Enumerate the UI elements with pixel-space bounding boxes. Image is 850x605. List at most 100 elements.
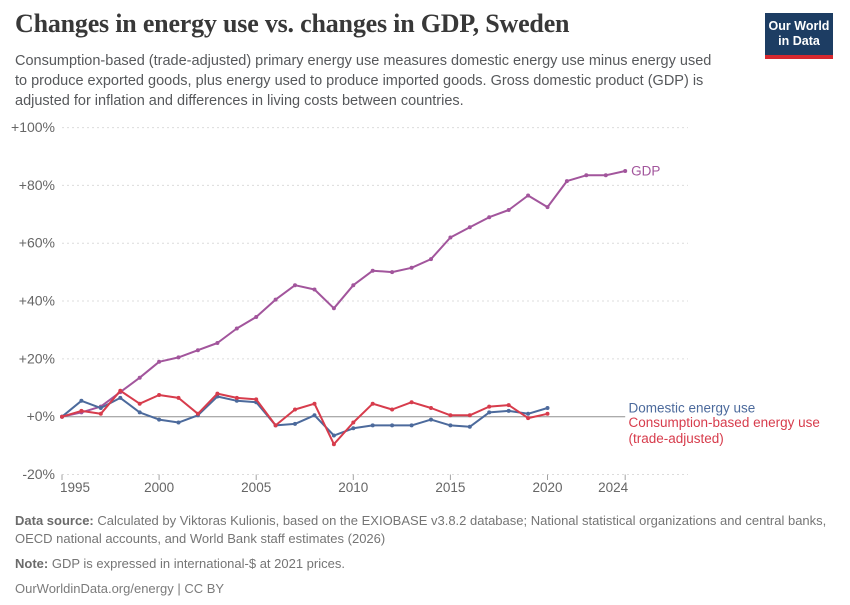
domestic-energy-use-point-2017[interactable] [487, 410, 492, 415]
domestic-energy-use-point-2012[interactable] [390, 423, 395, 428]
datasource-text: Calculated by Viktoras Kulionis, based o… [15, 513, 827, 546]
domestic-energy-use-point-1998[interactable] [118, 395, 123, 400]
gdp-line[interactable] [61, 170, 627, 418]
gdp-point-2020[interactable] [545, 205, 550, 210]
consumption-based-energy-use-point-2000[interactable] [157, 393, 162, 397]
gdp-point-2008[interactable] [312, 287, 317, 292]
chart-canvas[interactable]: +100% +80% +60% +40% +20% +0% -20% 1995 2000 2005… [0, 0, 850, 502]
consumption-based-energy-use-point-2019[interactable] [526, 416, 531, 421]
consumption-based-energy-use-point-2008[interactable] [312, 401, 317, 406]
consumption-based-energy-use-point-2009[interactable] [331, 442, 336, 447]
domestic-energy-use-point-2016[interactable] [467, 424, 472, 429]
consumption-based-energy-use-point-2004[interactable] [234, 395, 239, 400]
domestic-energy-use-point-1997[interactable] [98, 406, 103, 410]
gdp-point-1999[interactable] [137, 375, 142, 380]
datasource-line: Data source: Calculated by Viktoras Kuli… [15, 512, 833, 548]
consumption-based-energy-use-point-2002[interactable] [195, 411, 200, 416]
note-label: Note: [15, 555, 49, 571]
owid-logo[interactable]: Our World in Data [765, 13, 833, 59]
gdp-point-2010[interactable] [351, 283, 356, 288]
consumption-based-energy-use-point-2015[interactable] [448, 413, 453, 418]
gdp-point-2001[interactable] [176, 355, 181, 360]
consumption-based-energy-use-point-2010[interactable] [351, 420, 356, 425]
gdp-point-2015[interactable] [448, 235, 453, 240]
consumption-based-energy-use-point-2007[interactable] [293, 407, 297, 412]
footer-license[interactable]: CC BY [184, 580, 225, 596]
domestic-energy-use-point-2004[interactable] [234, 398, 239, 403]
gdp-point-2012[interactable] [390, 270, 395, 275]
y-tick-label-80: +80% [19, 177, 55, 193]
domestic-energy-use-point-2018[interactable] [506, 408, 511, 413]
domestic-energy-use-end-label: Domestic energy use [629, 401, 756, 416]
domestic-energy-use-point-2014[interactable] [429, 417, 433, 422]
consumption-based-energy-use-point-2018[interactable] [506, 403, 511, 408]
gdp-point-2003[interactable] [215, 341, 220, 345]
consumption-based-energy-use-point-2001[interactable] [176, 395, 181, 400]
domestic-energy-use-line[interactable] [61, 395, 549, 437]
x-tick-label-2005: 2005 [241, 480, 271, 495]
footer-url[interactable]: OurWorldinData.org/energy [15, 580, 174, 596]
gdp-point-2019[interactable] [526, 193, 531, 198]
x-tick-label-2000: 2000 [144, 480, 174, 495]
owid-logo-line2: in Data [778, 34, 820, 49]
consumption-based-energy-use-line[interactable] [61, 389, 549, 446]
domestic-energy-use-point-2019[interactable] [526, 411, 531, 416]
consumption-based-energy-use-point-2020[interactable] [545, 411, 550, 416]
consumption-based-energy-use-point-2013[interactable] [409, 400, 414, 405]
domestic-energy-use-point-1999[interactable] [137, 410, 142, 415]
consumption-based-energy-use-end-label-2: (trade-adjusted) [629, 431, 724, 446]
gdp-point-2002[interactable] [195, 348, 200, 353]
consumption-based-energy-use-point-2003[interactable] [215, 391, 220, 396]
domestic-energy-use-point-2020[interactable] [545, 406, 550, 410]
y-tick-label--20: -20% [22, 466, 55, 482]
consumption-based-energy-use-point-2005[interactable] [254, 397, 259, 402]
gdp-point-2011[interactable] [370, 268, 375, 273]
y-tick-label-0: +0% [27, 408, 55, 424]
consumption-based-energy-use-point-2006[interactable] [273, 423, 278, 428]
gdp-point-2007[interactable] [293, 283, 297, 288]
domestic-energy-use-point-2008[interactable] [312, 413, 317, 418]
domestic-energy-use-point-2011[interactable] [370, 423, 375, 428]
gdp-end-label: GDP [631, 163, 660, 178]
consumption-based-energy-use-point-1999[interactable] [137, 401, 142, 406]
domestic-energy-use-point-2015[interactable] [448, 423, 453, 428]
consumption-based-energy-use-point-1998[interactable] [118, 388, 123, 393]
owid-logo-line1: Our World [768, 19, 830, 33]
page-subtitle: Consumption-based (trade-adjusted) prima… [15, 53, 712, 109]
domestic-energy-use-point-2007[interactable] [293, 421, 297, 426]
gdp-point-2004[interactable] [234, 326, 239, 331]
x-tick-label-1995: 1995 [60, 480, 90, 495]
x-tick-label-2010: 2010 [338, 480, 368, 495]
domestic-energy-use-point-2000[interactable] [157, 417, 162, 422]
gdp-point-2017[interactable] [487, 215, 492, 220]
gdp-point-2024[interactable] [623, 169, 628, 173]
domestic-energy-use-point-2001[interactable] [176, 420, 181, 425]
consumption-based-energy-use-point-1995[interactable] [60, 414, 64, 419]
gdp-point-2005[interactable] [254, 315, 259, 319]
gdp-point-2014[interactable] [429, 257, 433, 262]
page-title: Changes in energy use vs. changes in GDP… [15, 9, 570, 38]
consumption-based-energy-use-point-2011[interactable] [370, 401, 375, 406]
domestic-energy-use-point-2010[interactable] [351, 426, 356, 431]
x-tick-label-2024: 2024 [598, 480, 629, 495]
consumption-based-energy-use-point-2012[interactable] [390, 407, 395, 412]
gdp-point-2009[interactable] [331, 306, 336, 311]
consumption-based-energy-use-point-1997[interactable] [98, 411, 103, 416]
gdp-point-2018[interactable] [506, 208, 511, 212]
gdp-point-2022[interactable] [584, 173, 589, 178]
gdp-point-2006[interactable] [273, 297, 278, 302]
domestic-energy-use-point-2009[interactable] [331, 433, 336, 438]
domestic-energy-use-point-1996[interactable] [79, 398, 84, 403]
datasource-label: Data source: [15, 513, 94, 528]
consumption-based-energy-use-point-2016[interactable] [467, 413, 472, 418]
note-text: GDP is expressed in international-$ at 2… [48, 555, 345, 571]
consumption-based-energy-use-point-2017[interactable] [487, 404, 492, 409]
gdp-point-2023[interactable] [603, 173, 608, 178]
gdp-point-2013[interactable] [409, 265, 414, 270]
domestic-energy-use-point-2013[interactable] [409, 423, 414, 428]
consumption-based-energy-use-point-2014[interactable] [429, 406, 433, 410]
consumption-based-energy-use-point-1996[interactable] [79, 408, 84, 413]
gdp-point-2016[interactable] [467, 225, 472, 230]
gdp-point-2021[interactable] [564, 179, 569, 184]
gdp-point-2000[interactable] [157, 359, 162, 364]
